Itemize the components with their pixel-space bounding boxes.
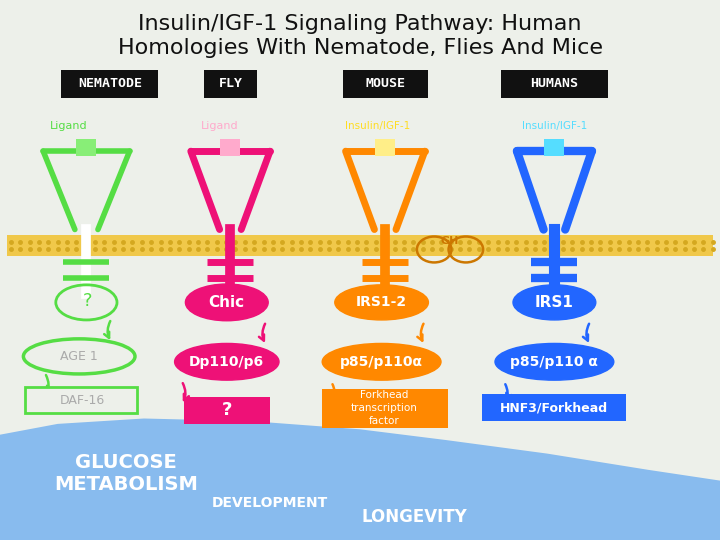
Text: Dp110/p6: Dp110/p6 (189, 355, 264, 369)
FancyBboxPatch shape (7, 235, 713, 256)
Polygon shape (0, 418, 720, 540)
FancyBboxPatch shape (322, 389, 448, 428)
FancyBboxPatch shape (501, 70, 608, 98)
Text: Insulin/IGF-1: Insulin/IGF-1 (522, 120, 587, 131)
Ellipse shape (513, 285, 596, 320)
Text: p85/p110 α: p85/p110 α (510, 355, 598, 369)
FancyBboxPatch shape (76, 139, 96, 157)
Ellipse shape (185, 284, 268, 321)
Ellipse shape (175, 343, 279, 380)
Ellipse shape (495, 343, 613, 380)
Text: HNF3/Forkhead: HNF3/Forkhead (500, 401, 608, 414)
Text: LONGEVITY: LONGEVITY (361, 509, 467, 526)
Text: GH: GH (441, 237, 459, 246)
FancyBboxPatch shape (61, 70, 158, 98)
Text: GLUCOSE
METABOLISM: GLUCOSE METABOLISM (54, 453, 198, 494)
Ellipse shape (323, 343, 441, 380)
Text: MOUSE: MOUSE (365, 77, 405, 90)
FancyBboxPatch shape (25, 387, 137, 413)
Text: Homologies With Nematode, Flies And Mice: Homologies With Nematode, Flies And Mice (117, 37, 603, 58)
FancyBboxPatch shape (184, 397, 270, 424)
Text: ?: ? (222, 401, 232, 420)
Text: FLY: FLY (218, 77, 243, 90)
FancyBboxPatch shape (482, 394, 626, 421)
Text: Chic: Chic (209, 295, 245, 310)
FancyBboxPatch shape (544, 139, 564, 157)
Text: Forkhead
transcription
factor: Forkhead transcription factor (351, 390, 417, 427)
Text: p85/p110α: p85/p110α (340, 355, 423, 369)
FancyBboxPatch shape (343, 70, 428, 98)
Text: ?: ? (83, 292, 93, 310)
Text: Ligand: Ligand (201, 120, 238, 131)
FancyBboxPatch shape (375, 139, 395, 157)
Text: IRS1: IRS1 (535, 295, 574, 310)
Text: DAF-16: DAF-16 (60, 394, 105, 407)
Text: Insulin/IGF-1: Insulin/IGF-1 (346, 120, 410, 131)
Text: IRS1-2: IRS1-2 (356, 295, 408, 309)
Text: DEVELOPMENT: DEVELOPMENT (212, 496, 328, 510)
Text: NEMATODE: NEMATODE (78, 77, 142, 90)
Text: Ligand: Ligand (50, 120, 87, 131)
Text: HUMANS: HUMANS (531, 77, 578, 90)
Text: Insulin/IGF-1 Signaling Pathway: Human: Insulin/IGF-1 Signaling Pathway: Human (138, 14, 582, 35)
Ellipse shape (335, 285, 428, 320)
FancyBboxPatch shape (204, 70, 257, 98)
Text: AGE 1: AGE 1 (60, 350, 98, 363)
FancyBboxPatch shape (220, 139, 240, 157)
